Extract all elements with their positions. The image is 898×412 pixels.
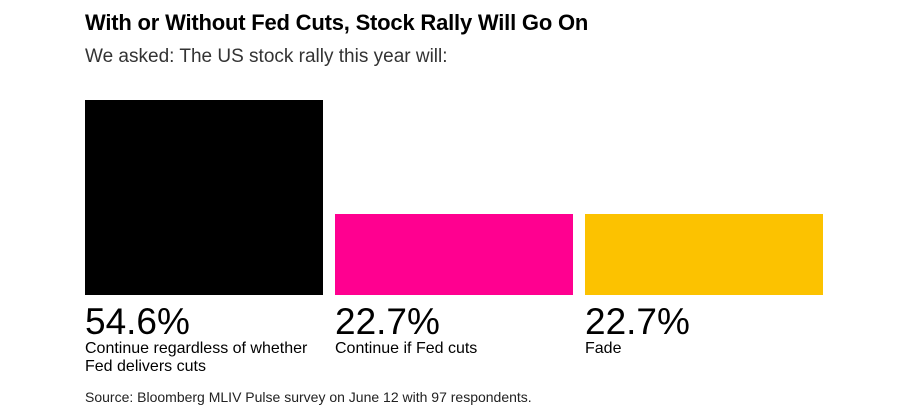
value-label-2: 22.7% — [335, 301, 440, 342]
chart-subtitle: We asked: The US stock rally this year w… — [85, 46, 448, 67]
category-label-1: Continue regardless of whether Fed deliv… — [85, 340, 308, 375]
value-label-3: 22.7% — [585, 301, 690, 342]
category-label-2: Continue if Fed cuts — [335, 340, 478, 357]
bar-1 — [85, 100, 323, 295]
category-label-3: Fade — [585, 340, 622, 357]
bar-3 — [585, 214, 823, 295]
chart-title: With or Without Fed Cuts, Stock Rally Wi… — [85, 10, 589, 35]
value-label-1: 54.6% — [85, 301, 190, 342]
source-note: Source: Bloomberg MLIV Pulse survey on J… — [85, 389, 532, 405]
bar-chart — [85, 100, 823, 295]
bar-2 — [335, 214, 573, 295]
